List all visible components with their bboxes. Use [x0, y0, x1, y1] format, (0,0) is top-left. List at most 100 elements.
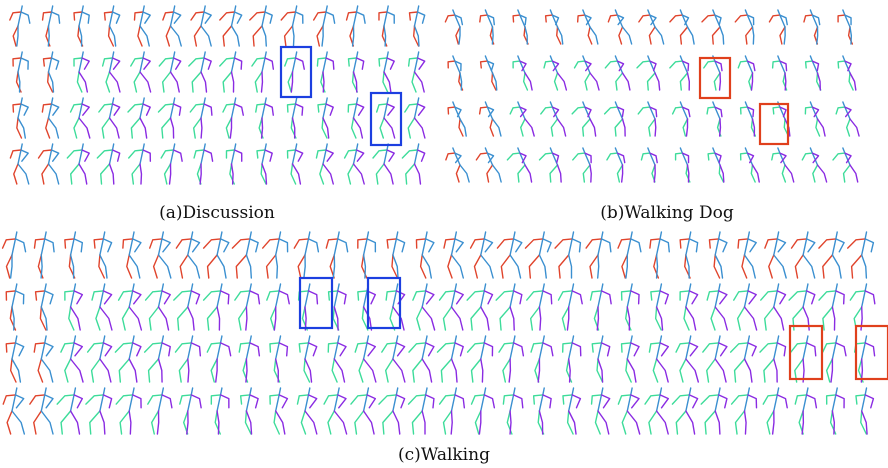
skeleton-limb [355, 411, 364, 434]
skeleton-limb [838, 15, 845, 22]
skeleton-limb [100, 359, 111, 382]
skeleton-limb [615, 119, 622, 136]
skeleton-limb [113, 12, 120, 23]
skeleton-limb [862, 255, 867, 278]
skeleton-limb [648, 73, 655, 90]
skeleton-limb [21, 150, 28, 161]
skeleton-limb [510, 411, 511, 434]
skeleton-limb [384, 118, 395, 138]
skeleton-limb [7, 411, 12, 434]
skeleton-limb [201, 52, 205, 72]
skeleton-limb [623, 73, 630, 90]
skeleton-limb [143, 58, 150, 69]
skeleton-limb [832, 336, 837, 359]
skeleton-limb [174, 58, 181, 69]
skeleton-limb [639, 15, 650, 22]
skeleton-limb [660, 291, 668, 304]
skeleton-limb [223, 26, 231, 46]
skeleton-limb [735, 359, 745, 382]
skeleton-limb [745, 411, 747, 434]
skeleton-limb [100, 307, 112, 330]
skeleton-limb [154, 255, 159, 278]
skeleton-limb [74, 343, 82, 356]
skeleton-limb [686, 411, 695, 434]
skeleton-limb [631, 291, 639, 304]
skeleton-limb [232, 52, 236, 72]
skeleton-limb [133, 395, 141, 408]
skeleton-limb [575, 61, 585, 68]
skeleton-limb [364, 388, 369, 411]
skeleton-limb [255, 72, 262, 92]
skeleton-limb [159, 307, 169, 330]
skeleton-limb [657, 232, 662, 255]
skeleton-limb [351, 395, 367, 404]
skeleton-limb [15, 343, 23, 356]
skeleton-limb [631, 395, 639, 408]
skeleton-limb [836, 291, 844, 304]
skeleton-limb [660, 343, 668, 356]
skeleton-limb [364, 411, 374, 434]
skeleton-limb [543, 343, 553, 356]
skeleton-limb [807, 395, 817, 408]
skeleton-limb [116, 395, 132, 404]
skeleton-limb [711, 307, 715, 330]
skeleton-limb [748, 291, 756, 304]
skeleton-limb [201, 144, 205, 164]
skeleton-limb [655, 119, 656, 136]
skeleton-limb [393, 411, 400, 434]
skeleton-limb [510, 107, 520, 114]
skeleton-limb [745, 148, 752, 165]
skeleton-limb [46, 118, 50, 138]
skeleton-limb [719, 239, 727, 252]
skeleton-limb [110, 6, 114, 26]
skeleton-limb [818, 165, 827, 182]
skeleton-limb [719, 395, 727, 408]
skeleton-limb [452, 307, 463, 330]
skeleton-limb [467, 291, 484, 300]
skeleton-limb [415, 144, 419, 164]
skeleton-limb [773, 411, 774, 434]
skeleton-limb [452, 284, 457, 307]
skeleton-limb [559, 255, 569, 278]
skeleton-limb [279, 239, 287, 252]
skeleton-limb [543, 239, 551, 252]
skeleton-limb [393, 232, 398, 255]
skeleton-limb [133, 343, 141, 356]
skeleton-limb [544, 61, 552, 68]
skeleton-limb [838, 61, 845, 68]
skeleton-limb [191, 291, 199, 304]
skeleton-limb [558, 73, 567, 90]
skeleton-limb [803, 255, 815, 278]
skeleton-limb [235, 104, 244, 115]
skeleton-limb [484, 395, 494, 408]
skeleton-limb [518, 148, 525, 165]
skeleton-limb [305, 284, 310, 307]
skeleton-limb [384, 164, 393, 184]
skeleton-limb [285, 26, 293, 46]
skeleton-limb [583, 119, 590, 136]
skeleton-limb [501, 255, 510, 278]
skeleton-limb [765, 307, 774, 330]
skeleton-limb [334, 232, 339, 255]
skeleton-limb [480, 107, 488, 114]
skeleton-limb [217, 307, 219, 330]
skeleton-limb [807, 291, 815, 304]
skeleton-limb [578, 15, 585, 22]
skeleton-limb [823, 307, 833, 330]
skeleton-limb [103, 343, 111, 356]
skeleton-limb [326, 104, 333, 115]
skeleton-limb [354, 164, 365, 184]
skeleton-limb [484, 239, 492, 252]
skeleton-limb [79, 164, 87, 184]
skeleton-limb [543, 395, 551, 408]
skeleton-limb [406, 164, 415, 184]
skeleton-limb [567, 307, 568, 330]
skeleton-limb [810, 56, 817, 73]
skeleton-limb [795, 255, 803, 278]
skeleton-limb [748, 395, 757, 408]
skeleton-limb [844, 165, 850, 182]
skeleton-limb [110, 118, 120, 138]
skeleton-limb [490, 119, 493, 136]
skeleton-limb [239, 307, 247, 330]
skeleton-limb [745, 56, 752, 73]
